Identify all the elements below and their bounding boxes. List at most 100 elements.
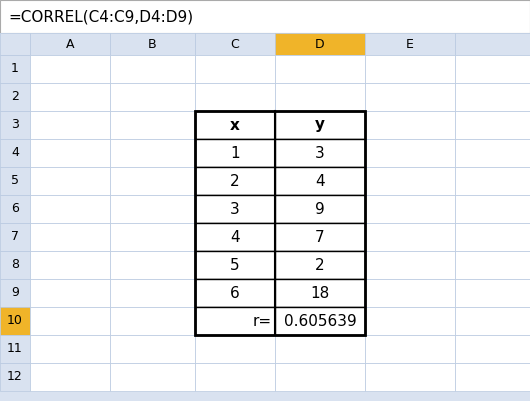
Bar bbox=[30, 335, 110, 363]
Bar bbox=[0, 307, 30, 335]
Bar bbox=[0, 83, 30, 111]
Text: 1: 1 bbox=[230, 146, 240, 160]
Bar bbox=[275, 307, 365, 335]
Bar bbox=[195, 111, 275, 139]
Bar bbox=[0, 195, 30, 223]
Bar bbox=[0, 363, 30, 391]
Text: 9: 9 bbox=[11, 286, 19, 300]
Bar bbox=[110, 195, 195, 223]
Bar bbox=[275, 195, 365, 223]
Text: E: E bbox=[406, 38, 414, 51]
Text: C: C bbox=[231, 38, 240, 51]
Text: 3: 3 bbox=[315, 146, 325, 160]
Bar bbox=[275, 223, 365, 251]
Text: 3: 3 bbox=[11, 119, 19, 132]
Bar bbox=[0, 335, 30, 363]
Bar bbox=[195, 33, 275, 55]
Bar bbox=[0, 279, 30, 307]
Bar bbox=[0, 139, 30, 167]
Bar bbox=[275, 279, 365, 307]
Bar bbox=[195, 251, 275, 279]
Bar bbox=[275, 111, 365, 139]
Bar bbox=[455, 83, 530, 111]
Bar bbox=[365, 83, 455, 111]
Bar bbox=[365, 307, 455, 335]
Bar bbox=[110, 335, 195, 363]
Bar bbox=[275, 307, 365, 335]
Bar bbox=[195, 139, 275, 167]
Bar bbox=[0, 33, 530, 55]
Bar bbox=[30, 33, 110, 55]
Bar bbox=[275, 335, 365, 363]
Bar bbox=[365, 251, 455, 279]
Bar bbox=[195, 139, 275, 167]
Bar bbox=[455, 251, 530, 279]
Bar bbox=[365, 33, 455, 55]
Bar bbox=[110, 307, 195, 335]
Bar bbox=[110, 33, 195, 55]
Bar bbox=[195, 223, 275, 251]
Bar bbox=[275, 139, 365, 167]
Text: 8: 8 bbox=[11, 259, 19, 271]
Bar bbox=[195, 167, 275, 195]
Text: 6: 6 bbox=[230, 286, 240, 300]
Bar bbox=[195, 195, 275, 223]
Bar bbox=[110, 251, 195, 279]
Bar bbox=[365, 55, 455, 83]
Bar bbox=[30, 139, 110, 167]
Bar bbox=[0, 55, 30, 83]
Bar bbox=[455, 111, 530, 139]
Text: 7: 7 bbox=[11, 231, 19, 243]
Bar bbox=[275, 195, 365, 223]
Text: 6: 6 bbox=[11, 203, 19, 215]
Bar bbox=[365, 139, 455, 167]
Bar bbox=[455, 307, 530, 335]
Bar bbox=[30, 167, 110, 195]
Bar bbox=[195, 223, 275, 251]
Text: A: A bbox=[66, 38, 74, 51]
Bar bbox=[195, 279, 275, 307]
Text: 2: 2 bbox=[315, 257, 325, 273]
Bar bbox=[455, 55, 530, 83]
Bar bbox=[365, 223, 455, 251]
Text: =CORREL(C4:C9,D4:D9): =CORREL(C4:C9,D4:D9) bbox=[8, 9, 193, 24]
Bar bbox=[275, 223, 365, 251]
Bar bbox=[0, 0, 530, 33]
Text: r=: r= bbox=[253, 314, 272, 328]
Text: 18: 18 bbox=[311, 286, 330, 300]
Bar bbox=[0, 33, 30, 55]
Bar bbox=[0, 111, 30, 139]
Bar bbox=[455, 167, 530, 195]
Bar bbox=[0, 223, 30, 251]
Text: 1: 1 bbox=[11, 63, 19, 75]
Bar bbox=[275, 111, 365, 139]
Bar bbox=[275, 167, 365, 195]
Bar bbox=[455, 223, 530, 251]
Text: 4: 4 bbox=[315, 174, 325, 188]
Text: D: D bbox=[315, 38, 325, 51]
Bar bbox=[195, 111, 365, 335]
Bar bbox=[30, 279, 110, 307]
Bar bbox=[110, 279, 195, 307]
Bar bbox=[110, 223, 195, 251]
Bar bbox=[195, 279, 275, 307]
Text: x: x bbox=[230, 117, 240, 132]
Bar bbox=[0, 251, 30, 279]
Bar bbox=[110, 139, 195, 167]
Bar bbox=[110, 111, 195, 139]
Text: 2: 2 bbox=[230, 174, 240, 188]
Bar bbox=[110, 55, 195, 83]
Bar bbox=[365, 111, 455, 139]
Text: 2: 2 bbox=[11, 91, 19, 103]
Bar bbox=[365, 335, 455, 363]
Text: 7: 7 bbox=[315, 229, 325, 245]
Bar bbox=[275, 167, 365, 195]
Bar bbox=[275, 279, 365, 307]
Bar bbox=[195, 167, 275, 195]
Bar bbox=[275, 55, 365, 83]
Bar bbox=[275, 363, 365, 391]
Bar bbox=[195, 307, 275, 335]
Bar bbox=[195, 55, 275, 83]
Bar bbox=[275, 251, 365, 279]
Text: 11: 11 bbox=[7, 342, 23, 356]
